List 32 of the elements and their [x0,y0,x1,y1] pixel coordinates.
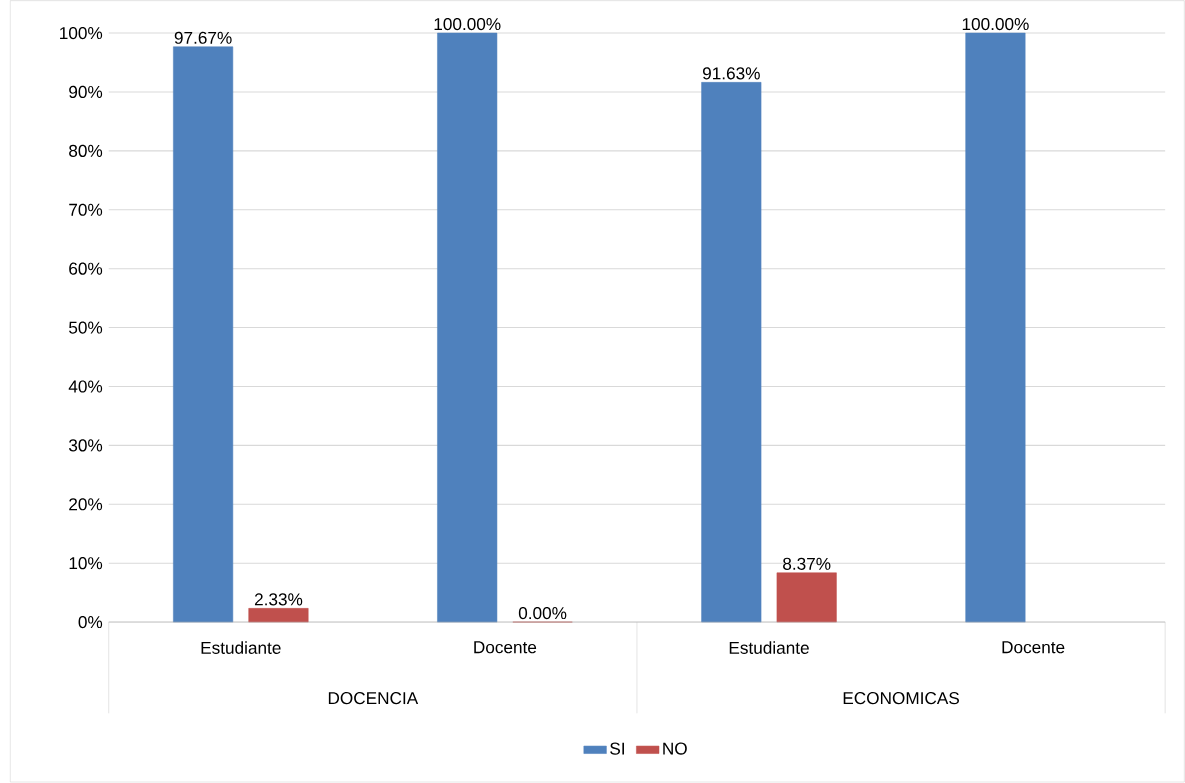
y-tick-label: 0% [78,616,103,629]
y-tick-label: 30% [68,439,103,452]
data-label: 2.33% [254,593,303,606]
text: ECONOMICAS [843,692,959,705]
bar [437,32,498,623]
y-tick-label: 70% [69,203,103,216]
y-tick-label: 90% [69,85,103,99]
bar [776,572,837,623]
data-label: 100.00% [962,18,1029,31]
legend-label: NO [663,742,687,755]
bar [173,46,234,623]
y-tick-label: 80% [69,144,103,158]
data-label: 91.63% [702,67,760,80]
x-tick-label: Estudiante [201,641,281,655]
x-tick-label: Estudiante [729,641,809,655]
data-label: 0.00% [518,607,567,620]
legend-label: SI [610,742,624,755]
data-label: 8.37% [783,557,831,570]
y-tick-label: 10% [69,557,103,570]
text: DOCENCIA [328,692,419,705]
x-tick-label: Docente [1002,641,1065,654]
y-tick-label: 40% [68,380,103,393]
x-tick-label: Docente [474,641,537,654]
y-tick-label: 50% [69,321,103,334]
bar [248,608,309,623]
bar [701,82,762,623]
y-tick-label: 20% [69,498,103,511]
y-tick-label: 60% [69,262,103,275]
data-label: 97.67% [174,31,232,44]
y-tick-label: 100% [60,27,103,40]
data-label: 100.00% [434,18,501,31]
bar [965,32,1026,623]
